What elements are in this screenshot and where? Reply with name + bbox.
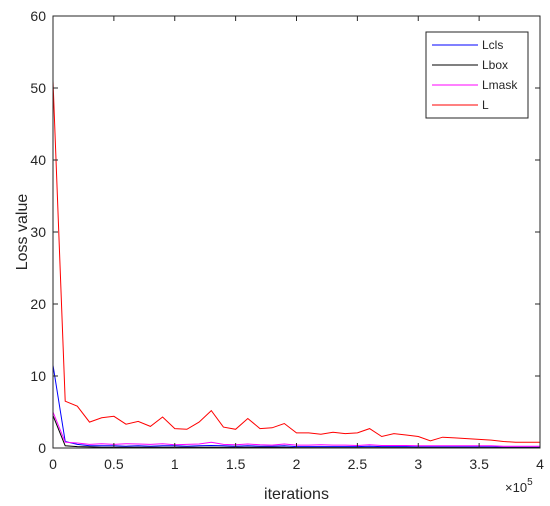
x-tick-label: 3: [414, 456, 422, 472]
series-line-l: [52, 80, 540, 443]
x-tick-label: 1.5: [226, 456, 246, 472]
legend-label-lbox: Lbox: [482, 58, 508, 72]
legend-label-lcls: Lcls: [482, 38, 503, 52]
legend: Lcls Lbox Lmask L: [425, 31, 529, 119]
legend-box: [425, 31, 529, 119]
x-tick-label: 4: [536, 456, 544, 472]
y-tick-label: 0: [38, 440, 46, 456]
x-axis-label: iterations: [264, 486, 329, 503]
x-exponent-power: 5: [527, 477, 533, 488]
y-tick-label: 20: [30, 296, 46, 312]
x-exponent-label: ×105: [505, 477, 533, 495]
y-axis-label: Loss value: [14, 194, 31, 271]
y-tick-label: 40: [30, 152, 46, 168]
y-tick-label: 10: [30, 368, 46, 384]
x-tick-label: 2.5: [348, 456, 368, 472]
legend-label-lmask: Lmask: [482, 78, 518, 92]
x-tick-label: 2: [293, 456, 301, 472]
y-tick-label: 60: [30, 8, 46, 24]
x-tick-label: 3.5: [469, 456, 489, 472]
x-tick-label: 0.5: [104, 456, 124, 472]
y-tick-label: 30: [30, 224, 46, 240]
legend-label-l: L: [482, 98, 489, 112]
x-tick-label: 0: [49, 456, 57, 472]
x-exponent-base: ×10: [505, 480, 527, 495]
x-tick-label: 1: [171, 456, 179, 472]
y-tick-label: 50: [30, 80, 46, 96]
